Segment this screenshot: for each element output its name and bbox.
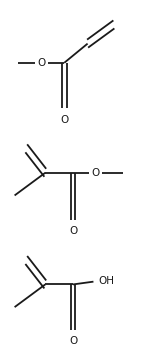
Text: OH: OH: [99, 276, 115, 286]
Text: O: O: [92, 168, 100, 178]
Text: O: O: [60, 116, 68, 125]
Text: O: O: [38, 58, 46, 68]
Text: O: O: [69, 336, 77, 346]
Text: O: O: [69, 226, 77, 236]
